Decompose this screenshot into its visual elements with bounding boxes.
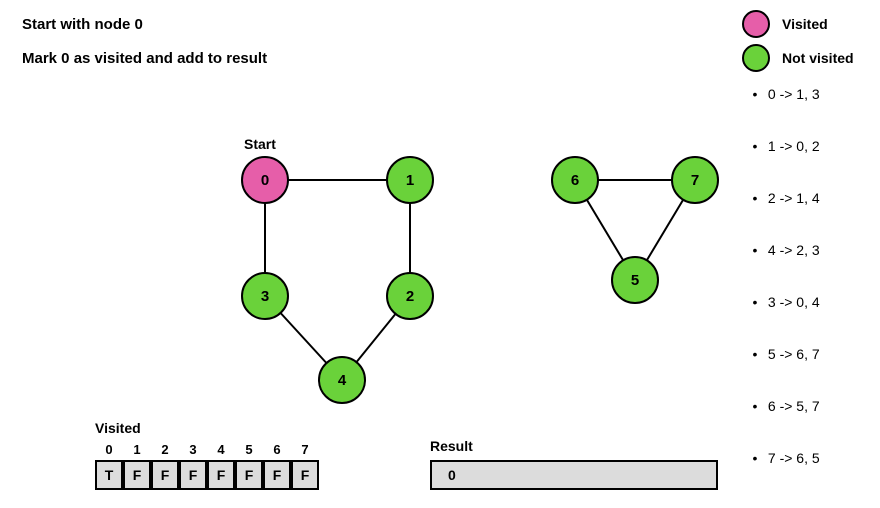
- visited-cell: T: [95, 460, 123, 490]
- visited-index: 7: [291, 442, 319, 457]
- graph-node-6: 6: [551, 156, 599, 204]
- result-label: Result: [430, 438, 473, 454]
- adjacency-item: • 4 -> 2, 3: [746, 242, 820, 258]
- legend-visited-label: Visited: [782, 16, 828, 32]
- adjacency-item: • 0 -> 1, 3: [746, 86, 820, 102]
- result-box: 0: [430, 460, 718, 490]
- visited-index: 0: [95, 442, 123, 457]
- visited-cell: F: [151, 460, 179, 490]
- visited-cell: F: [291, 460, 319, 490]
- visited-cell: F: [207, 460, 235, 490]
- bullet-icon: •: [746, 450, 764, 466]
- graph-node-0: 0: [241, 156, 289, 204]
- bullet-icon: •: [746, 294, 764, 310]
- adjacency-text: 7 -> 6, 5: [764, 450, 820, 466]
- legend-visited-dot: [742, 10, 770, 38]
- bullet-icon: •: [746, 86, 764, 102]
- adjacency-text: 2 -> 1, 4: [764, 190, 820, 206]
- legend-notvisited-label: Not visited: [782, 50, 854, 66]
- start-label: Start: [244, 136, 276, 152]
- graph-node-4: 4: [318, 356, 366, 404]
- adjacency-text: 6 -> 5, 7: [764, 398, 820, 414]
- result-value: 0: [448, 467, 456, 483]
- adjacency-item: • 7 -> 6, 5: [746, 450, 820, 466]
- adjacency-text: 0 -> 1, 3: [764, 86, 820, 102]
- visited-index: 6: [263, 442, 291, 457]
- graph-node-5: 5: [611, 256, 659, 304]
- visited-index: 4: [207, 442, 235, 457]
- graph-node-3: 3: [241, 272, 289, 320]
- visited-cell: F: [179, 460, 207, 490]
- visited-index: 5: [235, 442, 263, 457]
- graph-node-1: 1: [386, 156, 434, 204]
- legend-notvisited-dot: [742, 44, 770, 72]
- graph-node-2: 2: [386, 272, 434, 320]
- adjacency-item: • 3 -> 0, 4: [746, 294, 820, 310]
- adjacency-text: 1 -> 0, 2: [764, 138, 820, 154]
- adjacency-item: • 2 -> 1, 4: [746, 190, 820, 206]
- bullet-icon: •: [746, 398, 764, 414]
- bullet-icon: •: [746, 346, 764, 362]
- heading-line2: Mark 0 as visited and add to result: [22, 50, 267, 67]
- visited-index: 2: [151, 442, 179, 457]
- adjacency-text: 4 -> 2, 3: [764, 242, 820, 258]
- visited-cell: F: [263, 460, 291, 490]
- adjacency-item: • 5 -> 6, 7: [746, 346, 820, 362]
- adjacency-item: • 6 -> 5, 7: [746, 398, 820, 414]
- graph-node-7: 7: [671, 156, 719, 204]
- visited-cell: F: [235, 460, 263, 490]
- visited-index: 3: [179, 442, 207, 457]
- bullet-icon: •: [746, 190, 764, 206]
- visited-index: 1: [123, 442, 151, 457]
- adjacency-item: • 1 -> 0, 2: [746, 138, 820, 154]
- bullet-icon: •: [746, 242, 764, 258]
- visited-label: Visited: [95, 420, 141, 436]
- adjacency-text: 3 -> 0, 4: [764, 294, 820, 310]
- heading-line1: Start with node 0: [22, 16, 143, 33]
- adjacency-text: 5 -> 6, 7: [764, 346, 820, 362]
- visited-cell: F: [123, 460, 151, 490]
- bullet-icon: •: [746, 138, 764, 154]
